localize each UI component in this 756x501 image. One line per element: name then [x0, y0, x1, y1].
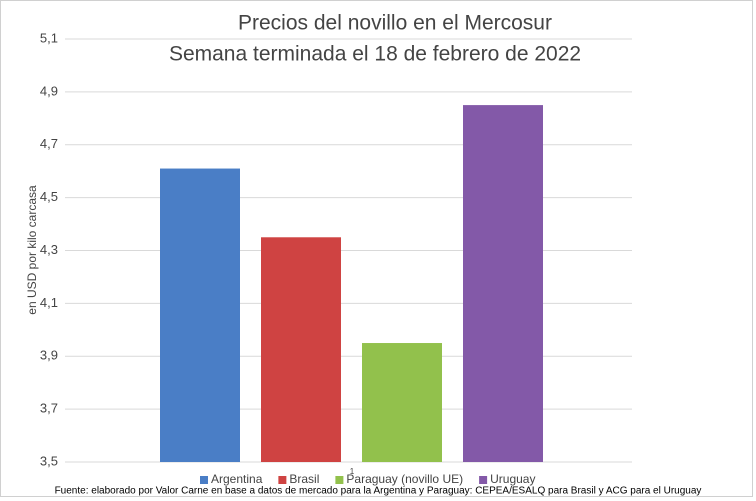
chart-title: Precios del novillo en el Mercosur — [238, 12, 552, 35]
y-tick-label: 3,9 — [40, 348, 58, 363]
y-tick-label: 4,3 — [40, 242, 58, 257]
y-tick-label: 5,1 — [40, 30, 58, 45]
y-tick-label: 4,1 — [40, 295, 58, 310]
y-tick-label: 4,5 — [40, 189, 58, 204]
y-tick-label: 3,5 — [40, 453, 58, 468]
y-tick-label: 4,9 — [40, 83, 58, 98]
source-note: Fuente: elaborado por Valor Carne en bas… — [55, 486, 702, 497]
legend-swatch — [278, 476, 287, 484]
y-axis-label: en USD por kilo carcasa — [25, 185, 39, 315]
bar — [160, 168, 240, 462]
legend-label: Paraguay (novillo UE) — [346, 472, 463, 486]
legend-label: Argentina — [211, 472, 263, 486]
annotation: 1 — [350, 467, 355, 476]
y-tick-label: 3,7 — [40, 401, 58, 416]
y-tick-label: 4,7 — [40, 136, 58, 151]
bar — [463, 105, 543, 462]
legend-swatch — [479, 476, 488, 484]
bar — [362, 343, 442, 462]
legend-swatch — [200, 476, 208, 484]
legend-swatch — [335, 476, 344, 484]
bar — [261, 237, 341, 462]
legend-label: Brasil — [289, 472, 319, 486]
chart-subtitle: Semana terminada el 18 de febrero de 202… — [169, 43, 581, 66]
legend-label: Uruguay — [490, 472, 535, 486]
